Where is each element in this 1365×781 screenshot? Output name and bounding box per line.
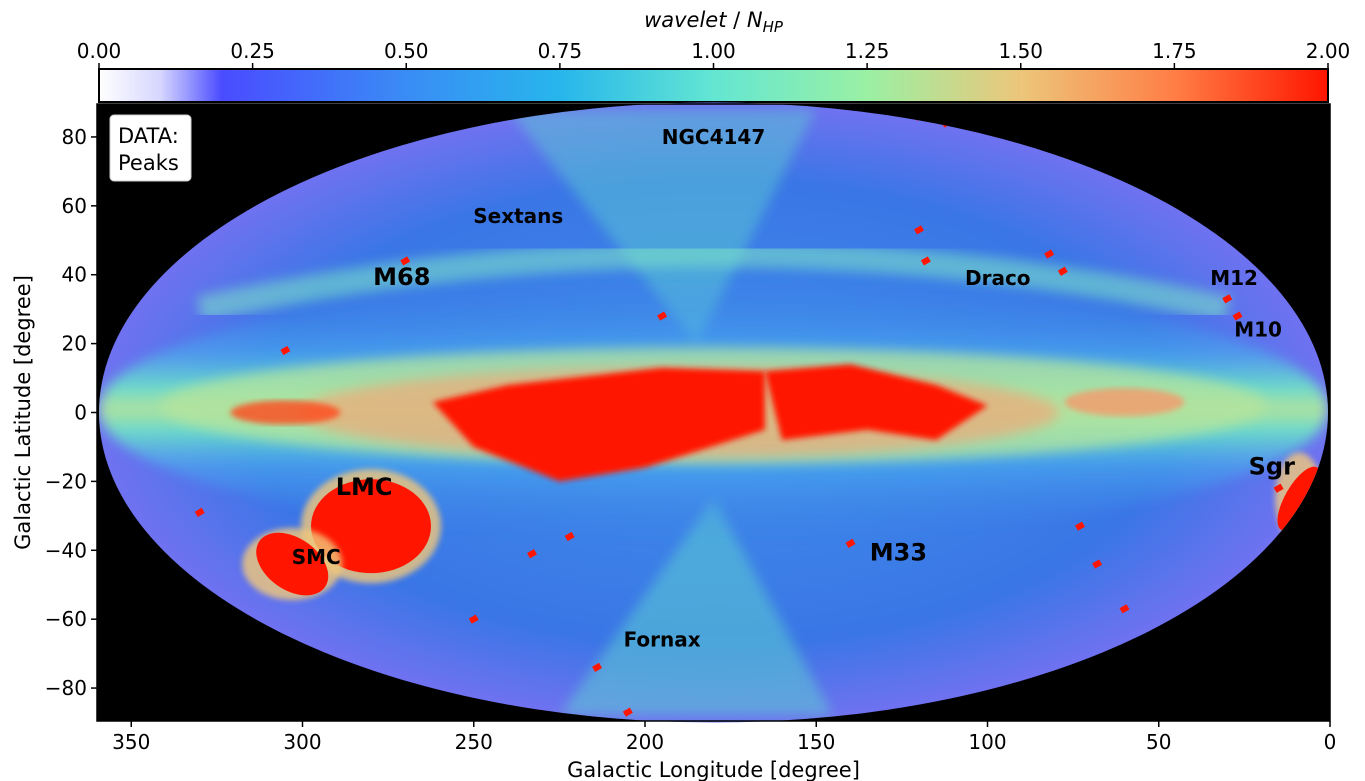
annotation-2: M68 <box>373 263 430 291</box>
colorbar-tick-label-6: 1.50 <box>998 39 1043 63</box>
bulge-red-west <box>432 367 765 482</box>
x-tick-label-5: 100 <box>968 730 1006 754</box>
colorbar-tick-label-3: 0.75 <box>538 39 583 63</box>
peak-mark-5 <box>914 225 924 235</box>
annotation-0: NGC4147 <box>662 125 766 149</box>
y-tick-label-3: 20 <box>62 332 87 356</box>
disk-arc-north <box>197 241 1230 322</box>
annotation-9: M33 <box>870 539 927 567</box>
legend-frame <box>109 114 192 182</box>
legend-line-2: Peaks <box>118 151 179 175</box>
colorbar-label-subscript: HP <box>763 18 784 36</box>
sky-map <box>99 102 1328 723</box>
peak-mark-16 <box>564 531 575 542</box>
x-tick-label-1: 300 <box>283 730 321 754</box>
colorbar-tick-label-5: 1.25 <box>845 39 890 63</box>
y-tick-label-2: 40 <box>62 263 87 287</box>
colorbar-tick-label-2: 0.50 <box>384 39 429 63</box>
y-axis-label: Galactic Latitude [degree] <box>11 275 35 550</box>
north-pole-fan <box>508 109 817 344</box>
peak-mark-10 <box>1232 311 1243 321</box>
peak-mark-21 <box>1119 604 1130 614</box>
x-tick-label-2: 250 <box>455 730 493 754</box>
peak-mark-17 <box>468 614 479 624</box>
colorbar: 0.00 0.25 0.50 0.75 1.00 1.25 1.50 1.75 2.00 wav… <box>77 8 1351 103</box>
bulge-red-east <box>764 364 988 441</box>
x-axis-ticks: 350 300 250 200 150 100 50 0 <box>112 721 1336 754</box>
peak-mark-24 <box>1273 483 1284 493</box>
x-tick-label-0: 350 <box>112 730 150 754</box>
y-axis-ticks: 80 60 40 20 0 −20 −40 −60 −80 <box>45 125 97 700</box>
annotation-5: M10 <box>1234 318 1282 342</box>
colorbar-label: wavelet / NHP <box>644 8 784 36</box>
peak-mark-9 <box>1222 294 1233 304</box>
peak-mark-6 <box>1044 249 1055 259</box>
object-annotations: NGC4147 Sextans M68 Draco M12 M10 Sgr LMC SMC M33… <box>292 125 1295 652</box>
legend-line-1: DATA: <box>118 124 179 148</box>
x-tick-label-4: 150 <box>797 730 835 754</box>
peak-mark-23 <box>622 707 633 717</box>
colorbar-ticks: 0.00 0.25 0.50 0.75 1.00 1.25 1.50 1.75 2.00 <box>77 39 1351 69</box>
peak-mark-11 <box>657 311 668 321</box>
sky-features <box>99 109 1328 717</box>
peak-mark-15 <box>527 549 537 559</box>
colorbar-tick-label-7: 1.75 <box>1152 39 1197 63</box>
peak-mark-4 <box>400 256 411 266</box>
x-tick-label-6: 50 <box>1146 730 1171 754</box>
y-tick-label-7: −60 <box>45 607 87 631</box>
peak-mark-18 <box>845 538 856 548</box>
annotation-8: SMC <box>292 545 341 569</box>
y-tick-label-0: 80 <box>62 125 87 149</box>
colorbar-tick-label-1: 0.25 <box>230 39 275 63</box>
peak-mark-14 <box>194 507 205 517</box>
south-pole-fan <box>559 498 834 716</box>
colorbar-label-main: wavelet <box>644 8 727 32</box>
x-tick-label-7: 0 <box>1324 730 1337 754</box>
y-tick-label-4: 0 <box>74 401 87 425</box>
colorbar-tick-label-8: 2.00 <box>1306 39 1351 63</box>
annotation-1: Sextans <box>473 204 563 228</box>
x-axis-label: Galactic Longitude [degree] <box>567 758 860 781</box>
peak-mark-13 <box>920 256 931 266</box>
peak-mark-19 <box>1075 521 1085 531</box>
peak-mark-12 <box>280 345 291 356</box>
peak-mark-20 <box>1092 559 1103 569</box>
region-core-3 <box>1277 466 1321 531</box>
x-tick-label-3: 200 <box>626 730 664 754</box>
disk-red-far-west <box>230 400 341 425</box>
colorbar-label-sep: / <box>726 8 746 32</box>
colorbar-tick-label-0: 0.00 <box>77 39 122 63</box>
peak-mark-22 <box>592 662 603 672</box>
region-core-1 <box>311 479 431 574</box>
y-tick-label-1: 60 <box>62 194 87 218</box>
colorbar-gradient <box>98 68 1329 103</box>
annotation-10: Fornax <box>624 628 701 652</box>
annotation-7: LMC <box>336 473 393 501</box>
y-tick-label-8: −80 <box>45 676 87 700</box>
y-tick-label-5: −20 <box>45 469 87 493</box>
colorbar-tick-label-4: 1.00 <box>691 39 736 63</box>
annotation-3: Draco <box>965 266 1031 290</box>
colorbar-label-symbol: N <box>747 8 763 32</box>
disk-warm-east <box>1064 388 1185 417</box>
region-core-2 <box>256 532 329 596</box>
y-tick-label-6: −40 <box>45 538 87 562</box>
legend-box: DATA: Peaks <box>109 114 192 182</box>
peak-mark-7 <box>1057 266 1068 276</box>
annotation-6: Sgr <box>1249 453 1295 481</box>
annotation-4: M12 <box>1210 266 1258 290</box>
